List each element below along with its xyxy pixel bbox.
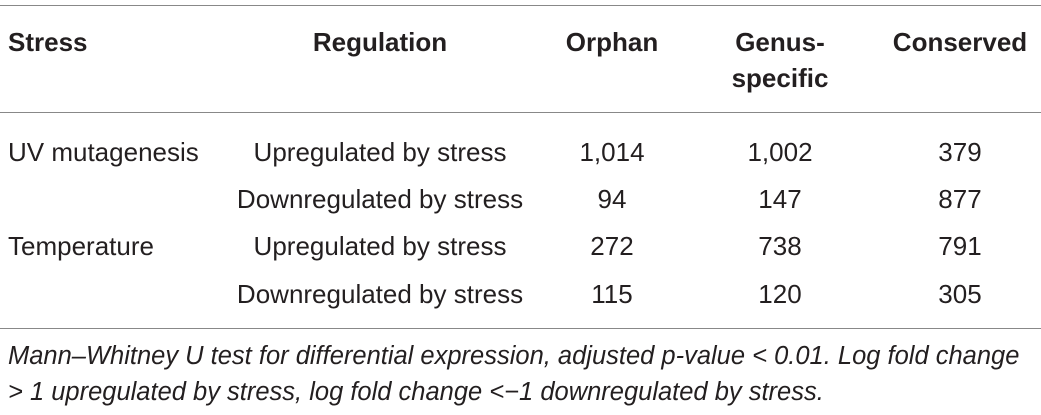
value-cell: 115 [591, 279, 633, 309]
footnote: Mann–Whitney U test for differential exp… [8, 342, 1020, 406]
stress-cell: UV mutagenesis [8, 137, 199, 167]
regulation-cell: Downregulated by stress [236, 279, 524, 309]
value-cell: 94 [597, 184, 627, 214]
value-cell: 379 [938, 137, 982, 167]
header-cell: Conserved [892, 27, 1028, 57]
value-cell: 738 [758, 231, 802, 261]
value-cell: 147 [758, 184, 802, 214]
header-cell: Regulation [312, 27, 448, 57]
header-rule [0, 112, 1041, 113]
header-cell: Stress [8, 27, 88, 57]
value-cell: 1,002 [747, 137, 813, 167]
header-cell: Orphan [565, 27, 659, 57]
header-cell: Genus-specific [731, 27, 829, 93]
value-cell: 305 [938, 279, 982, 309]
regulation-cell: Downregulated by stress [236, 184, 524, 214]
value-cell: 791 [938, 231, 982, 261]
value-cell: 1,014 [579, 137, 645, 167]
value-cell: 272 [590, 231, 634, 261]
stress-cell: Temperature [8, 231, 154, 261]
regulation-cell: Upregulated by stress [253, 137, 507, 167]
value-cell: 120 [758, 279, 802, 309]
value-cell: 877 [938, 184, 982, 214]
top-rule [0, 5, 1041, 6]
bottom-rule [0, 328, 1041, 329]
regulation-cell: Upregulated by stress [253, 231, 507, 261]
